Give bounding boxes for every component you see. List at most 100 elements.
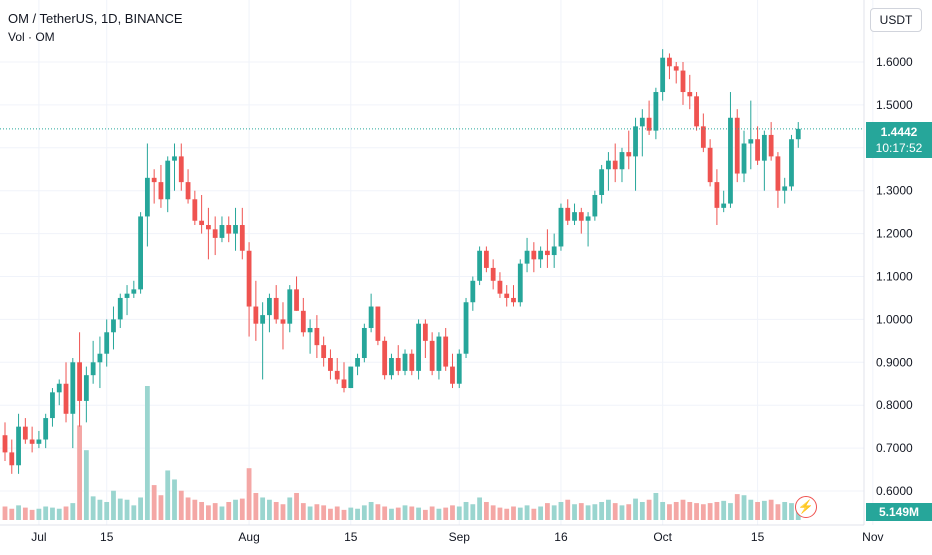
volume-bar [538,506,544,520]
candle-body [443,336,449,367]
candle-body [721,203,727,208]
candle-body [185,182,191,200]
candle-body [619,152,625,170]
candle-body [538,250,544,260]
volume-bar [355,508,360,520]
volume-bar [321,505,327,520]
candle-body [660,57,666,93]
volume-bar [144,386,150,520]
candle-body [667,57,672,67]
volume-bar [70,503,76,520]
candle-body [639,117,645,127]
volume-bar [463,501,469,520]
candle-body [104,332,110,354]
candle-body [646,117,652,131]
candle-body [151,177,157,183]
candle-body [253,306,259,324]
volume-bar [545,503,550,520]
volume-bar [300,503,306,520]
candle-body [111,319,116,333]
candle-body [97,353,103,363]
volume-bar [619,505,625,520]
volume-bar [172,479,177,520]
candle-body [761,134,767,161]
volume-bar [246,468,252,520]
volume-bar [158,495,164,520]
volume-bar [348,507,354,520]
last-price-tag: 1.4442 10:17:52 [866,122,932,158]
volume-bar [782,501,788,520]
currency-button[interactable]: USDT [870,8,922,32]
volume-bar [97,499,103,520]
volume-bar [490,505,496,520]
volume-bar [22,507,28,520]
candle-body [551,246,557,256]
candle-body [429,340,435,371]
candle-body [178,156,184,183]
candle-body [43,418,49,440]
last-price-value: 1.4442 [880,125,918,139]
candle-body [450,366,455,384]
candle-body [490,267,496,281]
candle-body [219,225,225,238]
volume-bar [165,470,171,520]
candle-body [463,302,469,354]
y-tick-label: 0.9000 [876,355,913,369]
candle-body [29,439,35,444]
volume-bar [714,501,720,520]
volume-bar [416,507,421,520]
candle-body [728,117,733,204]
candle-body [382,340,388,376]
volume-bar [267,499,272,520]
candle-body [361,327,367,359]
volume-legend[interactable]: Vol · OM [8,30,55,44]
volume-bar [212,503,218,520]
volume-bar [395,507,401,520]
candle-body [368,306,374,328]
volume-bar [111,490,116,520]
candle-body [734,117,740,174]
candle-body [192,199,198,221]
candle-body [2,435,8,453]
volume-bar [531,508,537,520]
candle-body [768,134,774,157]
candle-body [300,310,306,333]
volume-bar [43,506,49,520]
lightning-icon[interactable]: ⚡ [795,496,817,518]
volume-bar [497,507,503,520]
candle-body [389,358,394,376]
volume-bar [477,497,482,520]
volume-bar [9,508,15,520]
candle-body [334,370,340,380]
volume-bar [700,504,706,520]
candle-body [307,327,313,333]
y-tick-label: 1.6000 [876,55,913,69]
candle-body [497,280,503,294]
volume-bar [206,505,211,520]
candle-body [422,323,428,341]
volume-bar [104,501,110,520]
y-tick-label: 1.3000 [876,184,913,198]
candle-body [687,92,693,97]
volume-bar [185,497,191,520]
candle-body [294,289,299,311]
volume-bar [741,495,747,520]
volume-bar [707,503,713,520]
volume-bar [680,499,686,520]
volume-bar [646,499,652,520]
candle-body [239,225,245,251]
candle-body [138,216,143,290]
candle-body [572,212,577,221]
volume-bar [470,504,476,520]
volume-bar [233,499,238,520]
candle-body [273,297,279,320]
symbol-title[interactable]: OM / TetherUS, 1D, BINANCE [8,11,183,26]
volume-bar [253,492,259,520]
candle-body [592,194,598,217]
candle-body [144,177,150,217]
candle-body [355,358,360,367]
candle-body [36,439,42,444]
candle-body [287,289,293,324]
